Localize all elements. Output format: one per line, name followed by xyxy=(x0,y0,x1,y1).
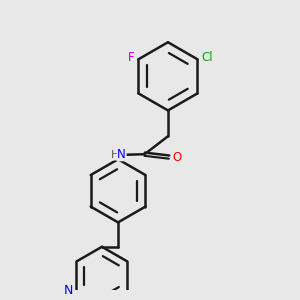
Text: Cl: Cl xyxy=(202,51,213,64)
Text: N: N xyxy=(64,284,73,297)
Text: H: H xyxy=(111,150,119,160)
Text: N: N xyxy=(117,148,126,161)
Text: F: F xyxy=(128,51,135,64)
Text: O: O xyxy=(172,151,182,164)
